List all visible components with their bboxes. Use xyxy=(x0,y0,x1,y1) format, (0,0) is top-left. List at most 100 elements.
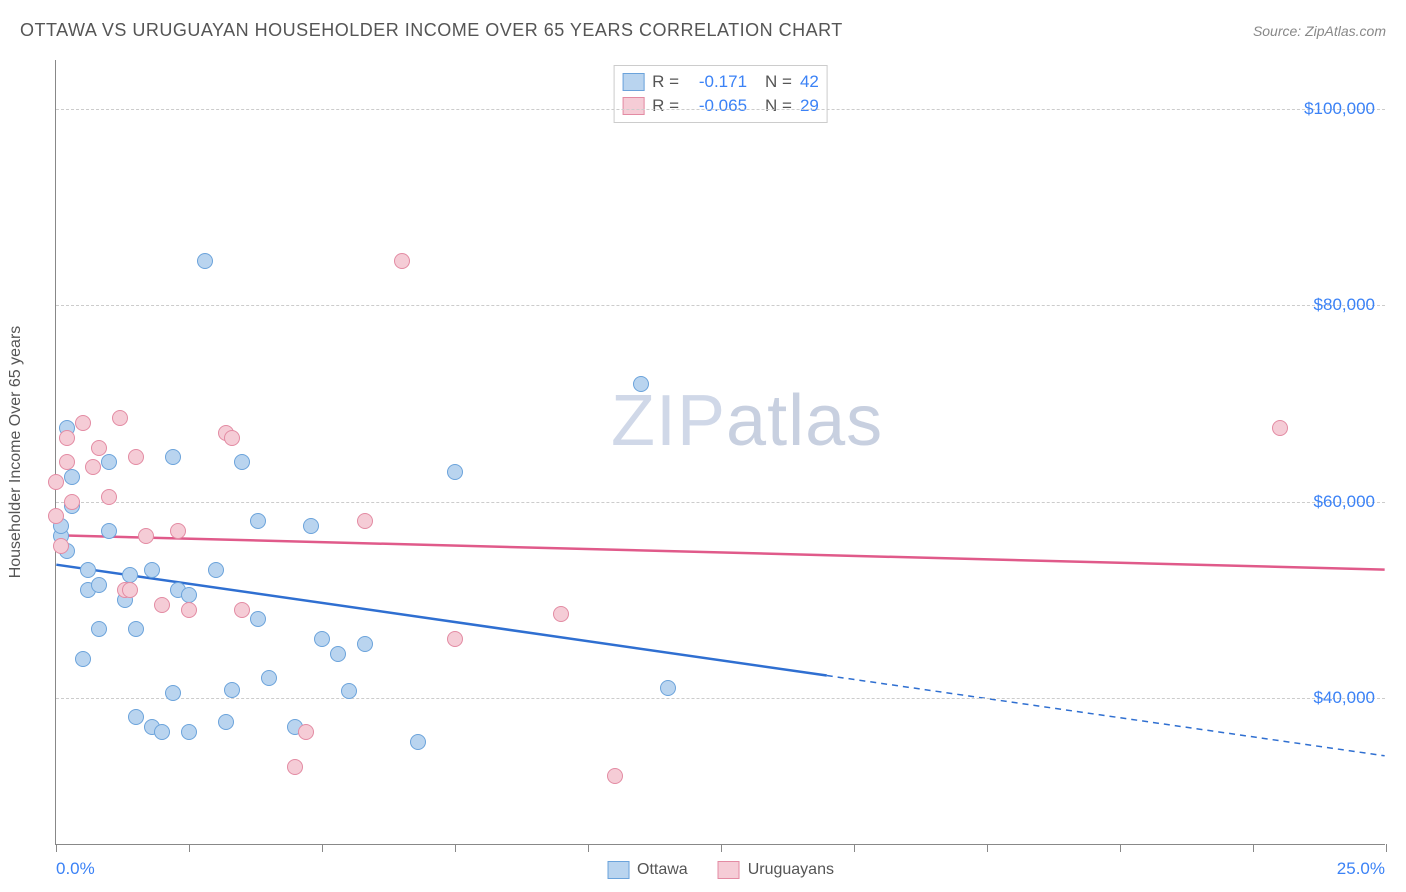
data-point xyxy=(660,680,676,696)
gridline xyxy=(56,109,1385,110)
data-point xyxy=(181,587,197,603)
data-point xyxy=(48,474,64,490)
y-axis-title: Householder Income Over 65 years xyxy=(7,326,25,579)
x-tick xyxy=(1386,844,1387,852)
trendline xyxy=(56,565,826,676)
data-point xyxy=(91,577,107,593)
data-point xyxy=(64,469,80,485)
data-point xyxy=(234,454,250,470)
data-point xyxy=(138,528,154,544)
data-point xyxy=(85,459,101,475)
trendlines-layer xyxy=(56,60,1385,844)
data-point xyxy=(261,670,277,686)
data-point xyxy=(218,714,234,730)
x-tick xyxy=(721,844,722,852)
data-point xyxy=(154,597,170,613)
scatter-chart: Householder Income Over 65 years ZIPatla… xyxy=(55,60,1385,845)
x-tick xyxy=(588,844,589,852)
legend-item-uruguayans: Uruguayans xyxy=(718,861,834,879)
data-point xyxy=(250,611,266,627)
chart-source: Source: ZipAtlas.com xyxy=(1253,23,1386,39)
legend-swatch-uruguayans xyxy=(718,861,740,879)
data-point xyxy=(250,513,266,529)
y-tick-label: $60,000 xyxy=(1314,492,1375,512)
watermark: ZIPatlas xyxy=(611,380,883,462)
y-tick-label: $40,000 xyxy=(1314,688,1375,708)
x-tick xyxy=(1120,844,1121,852)
data-point xyxy=(607,768,623,784)
x-axis-min-label: 0.0% xyxy=(56,859,95,879)
data-point xyxy=(298,724,314,740)
stats-legend: R = -0.171 N = 42 R = -0.065 N = 29 xyxy=(613,65,828,123)
data-point xyxy=(101,454,117,470)
data-point xyxy=(394,253,410,269)
data-point xyxy=(75,651,91,667)
data-point xyxy=(197,253,213,269)
data-point xyxy=(181,602,197,618)
x-tick xyxy=(987,844,988,852)
data-point xyxy=(48,508,64,524)
chart-title: OTTAWA VS URUGUAYAN HOUSEHOLDER INCOME O… xyxy=(20,20,843,41)
x-tick xyxy=(56,844,57,852)
gridline xyxy=(56,305,1385,306)
data-point xyxy=(447,464,463,480)
data-point xyxy=(553,606,569,622)
x-tick xyxy=(189,844,190,852)
data-point xyxy=(1272,420,1288,436)
data-point xyxy=(128,449,144,465)
data-point xyxy=(91,621,107,637)
data-point xyxy=(208,562,224,578)
data-point xyxy=(101,523,117,539)
y-tick-label: $100,000 xyxy=(1304,99,1375,119)
data-point xyxy=(154,724,170,740)
data-point xyxy=(75,415,91,431)
stats-row-ottawa: R = -0.171 N = 42 xyxy=(622,70,819,94)
swatch-ottawa xyxy=(622,73,644,91)
data-point xyxy=(91,440,107,456)
data-point xyxy=(101,489,117,505)
stats-row-uruguayans: R = -0.065 N = 29 xyxy=(622,94,819,118)
trendline-extrapolated xyxy=(827,676,1385,756)
y-tick-label: $80,000 xyxy=(1314,295,1375,315)
data-point xyxy=(224,682,240,698)
data-point xyxy=(128,709,144,725)
data-point xyxy=(170,523,186,539)
data-point xyxy=(64,494,80,510)
data-point xyxy=(144,562,160,578)
x-tick xyxy=(854,844,855,852)
data-point xyxy=(303,518,319,534)
series-legend: Ottawa Uruguayans xyxy=(607,861,834,879)
data-point xyxy=(224,430,240,446)
chart-header: OTTAWA VS URUGUAYAN HOUSEHOLDER INCOME O… xyxy=(20,20,1386,41)
data-point xyxy=(53,538,69,554)
x-tick xyxy=(455,844,456,852)
data-point xyxy=(128,621,144,637)
data-point xyxy=(112,410,128,426)
trendline xyxy=(56,535,1384,569)
swatch-uruguayans xyxy=(622,97,644,115)
data-point xyxy=(80,562,96,578)
data-point xyxy=(447,631,463,647)
data-point xyxy=(410,734,426,750)
x-tick xyxy=(1253,844,1254,852)
data-point xyxy=(287,759,303,775)
legend-item-ottawa: Ottawa xyxy=(607,861,688,879)
data-point xyxy=(122,567,138,583)
data-point xyxy=(59,430,75,446)
gridline xyxy=(56,502,1385,503)
data-point xyxy=(165,685,181,701)
x-axis-max-label: 25.0% xyxy=(1337,859,1385,879)
data-point xyxy=(330,646,346,662)
data-point xyxy=(59,454,75,470)
data-point xyxy=(357,513,373,529)
legend-swatch-ottawa xyxy=(607,861,629,879)
data-point xyxy=(633,376,649,392)
data-point xyxy=(357,636,373,652)
x-tick xyxy=(322,844,323,852)
data-point xyxy=(314,631,330,647)
data-point xyxy=(341,683,357,699)
gridline xyxy=(56,698,1385,699)
data-point xyxy=(165,449,181,465)
data-point xyxy=(234,602,250,618)
data-point xyxy=(181,724,197,740)
